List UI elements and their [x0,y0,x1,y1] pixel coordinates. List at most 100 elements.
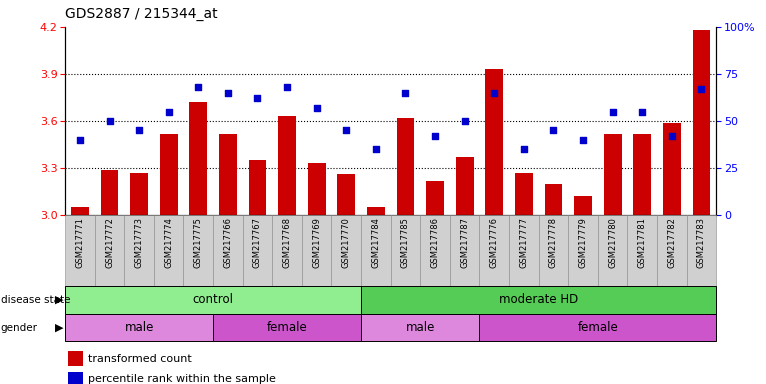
Bar [361,286,716,314]
Bar [243,215,272,286]
Text: female: female [267,321,307,334]
Bar [545,184,562,215]
Text: GSM217787: GSM217787 [460,217,469,268]
Text: GSM217784: GSM217784 [372,217,381,268]
Point [488,90,500,96]
Point [399,90,411,96]
Point [74,137,86,143]
Text: GSM217783: GSM217783 [697,217,706,268]
Text: GSM217770: GSM217770 [342,217,351,268]
Bar [160,134,178,215]
Bar [426,180,444,215]
Bar [397,118,414,215]
Text: percentile rank within the sample: percentile rank within the sample [88,374,276,384]
Bar [361,215,391,286]
Bar [538,215,568,286]
Bar [65,286,361,314]
Point [577,137,589,143]
Bar [391,215,421,286]
Point [696,86,708,92]
Bar [100,170,119,215]
Bar [68,372,83,384]
Bar [65,314,213,341]
Point [222,90,234,96]
Point [251,95,264,101]
Bar [337,174,355,215]
Point [340,127,352,134]
Bar [213,215,243,286]
Text: female: female [578,321,618,334]
Bar [95,215,124,286]
Bar [597,215,627,286]
Point [133,127,146,134]
Bar [568,215,597,286]
Text: GSM217780: GSM217780 [608,217,617,268]
Text: GSM217769: GSM217769 [313,217,321,268]
Bar [456,157,473,215]
Text: ▶: ▶ [55,323,64,333]
Bar [657,215,686,286]
Bar [361,314,480,341]
Text: GSM217767: GSM217767 [253,217,262,268]
Text: GSM217786: GSM217786 [430,217,440,268]
Bar [302,215,332,286]
Bar [213,314,361,341]
Text: moderate HD: moderate HD [499,293,578,306]
Bar [278,116,296,215]
Text: GSM217768: GSM217768 [283,217,292,268]
Bar [480,314,716,341]
Bar [272,215,302,286]
Point [103,118,116,124]
Text: control: control [192,293,234,306]
Bar [249,160,267,215]
Text: GSM217773: GSM217773 [135,217,143,268]
Bar [124,215,154,286]
Bar [574,196,592,215]
Bar [633,134,651,215]
Bar [367,207,385,215]
Point [370,146,382,152]
Text: GSM217782: GSM217782 [667,217,676,268]
Bar [604,134,621,215]
Point [547,127,559,134]
Text: disease state: disease state [1,295,70,305]
Text: GSM217775: GSM217775 [194,217,203,268]
Text: GSM217776: GSM217776 [489,217,499,268]
Text: GSM217785: GSM217785 [401,217,410,268]
Bar [480,215,509,286]
Text: GSM217779: GSM217779 [578,217,588,268]
Text: GSM217778: GSM217778 [549,217,558,268]
Point [459,118,471,124]
Bar [68,351,83,366]
Bar [332,215,361,286]
Point [310,105,322,111]
Bar [663,122,681,215]
Bar [71,207,89,215]
Text: GSM217772: GSM217772 [105,217,114,268]
Bar [219,134,237,215]
Point [281,84,293,90]
Point [607,109,619,115]
Text: male: male [405,321,435,334]
Bar [184,215,213,286]
Bar [308,163,326,215]
Text: gender: gender [1,323,38,333]
Bar [189,102,207,215]
Bar [154,215,184,286]
Text: GDS2887 / 215344_at: GDS2887 / 215344_at [65,7,218,21]
Point [636,109,648,115]
Text: transformed count: transformed count [88,354,192,364]
Text: male: male [124,321,154,334]
Point [162,109,175,115]
Bar [450,215,480,286]
Bar [509,215,538,286]
Point [518,146,530,152]
Bar [130,173,148,215]
Point [192,84,205,90]
Text: GSM217781: GSM217781 [638,217,647,268]
Bar [421,215,450,286]
Bar [515,173,532,215]
Text: ▶: ▶ [55,295,64,305]
Bar [627,215,657,286]
Text: GSM217766: GSM217766 [224,217,232,268]
